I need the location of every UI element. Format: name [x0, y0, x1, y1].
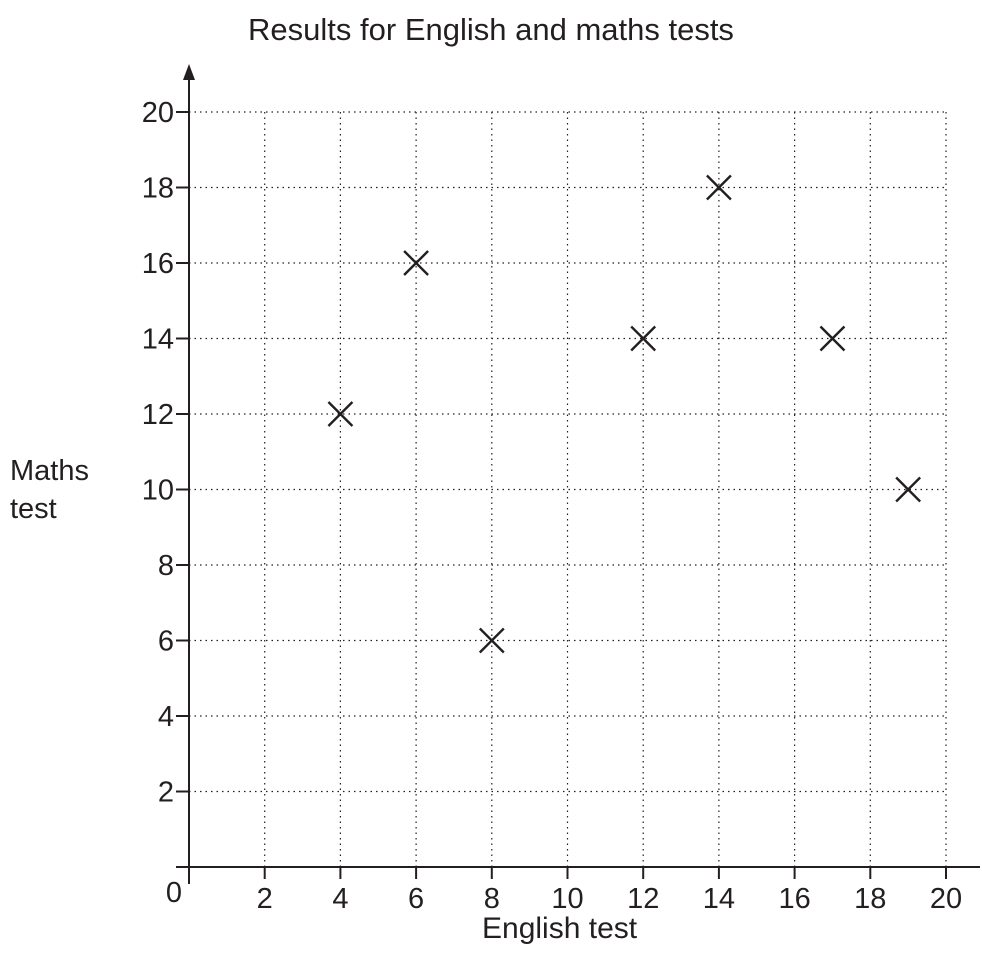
grid-lines [189, 111, 947, 867]
data-point [706, 174, 732, 201]
cross-stroke [895, 476, 921, 503]
x-tick-label: 12 [627, 883, 659, 915]
y-tick-label: 6 [158, 626, 174, 658]
y-tick-label: 2 [158, 777, 174, 809]
cross-stroke [327, 401, 354, 427]
x-tick-label: 4 [332, 883, 348, 915]
x-tick-label: 20 [930, 883, 962, 915]
data-point [327, 401, 354, 427]
data-point [403, 250, 429, 276]
data-point [895, 476, 921, 503]
axes [176, 64, 980, 884]
x-tick-label: 10 [551, 883, 583, 915]
x-tick-label: 6 [408, 883, 424, 915]
y-tick-label: 12 [142, 399, 174, 431]
y-axis-arrow-icon [183, 64, 195, 80]
y-tick-label: 10 [142, 475, 174, 507]
cross-stroke [706, 174, 732, 201]
data-point [819, 325, 846, 352]
data-point [478, 627, 505, 654]
x-tick-label: 14 [703, 883, 735, 915]
cross-stroke [819, 325, 846, 352]
x-tick-label: 8 [484, 883, 500, 915]
origin-label: 0 [166, 877, 182, 909]
y-tick-label: 16 [142, 248, 174, 280]
y-tick-label: 8 [158, 550, 174, 582]
cross-stroke [403, 250, 429, 276]
y-tick-label: 14 [142, 324, 174, 356]
ticks: 2 4 6 8 10 12 14 16 18 20 2 4 6 8 10 12 14 16 18 20 0 [142, 97, 962, 915]
chart-title: Results for English and maths tests [248, 12, 734, 47]
x-axis-label: English test [482, 912, 638, 945]
x-tick-label: 18 [854, 883, 886, 915]
data-points [327, 174, 921, 654]
cross-stroke [478, 627, 505, 654]
y-tick-label: 18 [142, 173, 174, 205]
x-tick-label: 16 [778, 883, 810, 915]
y-tick-label: 20 [142, 97, 174, 129]
data-point [630, 325, 657, 352]
x-tick-label: 2 [257, 883, 273, 915]
y-tick-label: 4 [158, 701, 174, 733]
y-axis-label: Maths test [10, 455, 89, 525]
cross-stroke [630, 325, 657, 352]
